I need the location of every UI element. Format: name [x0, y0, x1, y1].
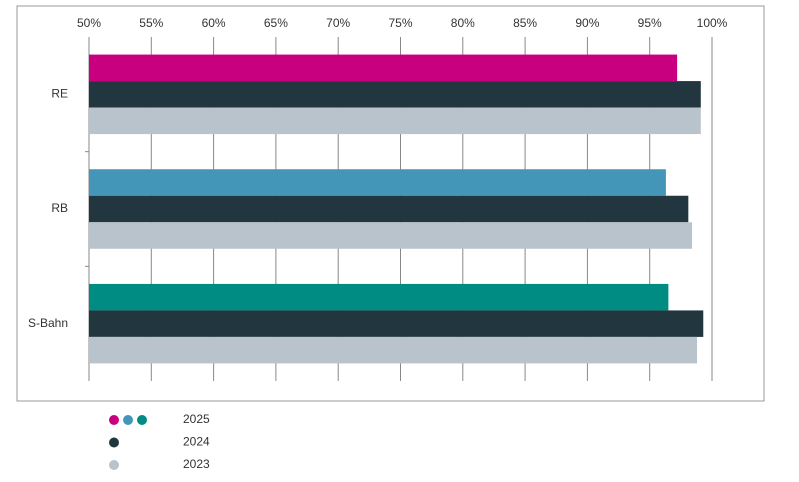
x-tick-label: 95%: [638, 16, 662, 30]
bar: [89, 169, 666, 196]
x-tick-label: 100%: [697, 16, 728, 30]
bar: [89, 81, 701, 108]
bar: [89, 336, 698, 364]
y-tick-label: S-Bahn: [28, 316, 68, 330]
legend-label: 2025: [183, 412, 210, 426]
bar: [89, 283, 669, 311]
legend-label: 2024: [183, 435, 210, 449]
x-tick-label: 75%: [388, 16, 412, 30]
x-tick-label: 55%: [139, 16, 163, 30]
bar: [89, 222, 693, 249]
legend-marker: [109, 460, 119, 470]
x-tick-label: 65%: [264, 16, 288, 30]
bar: [89, 107, 701, 135]
x-tick-label: 70%: [326, 16, 350, 30]
x-tick-label: 60%: [202, 16, 226, 30]
x-tick-label: 80%: [451, 16, 475, 30]
x-tick-label: 90%: [575, 16, 599, 30]
chart-frame: [16, 5, 765, 402]
legend-marker: [123, 415, 133, 425]
legend-label: 2023: [183, 457, 210, 471]
x-tick-label: 50%: [77, 16, 101, 30]
y-tick-label: RB: [51, 201, 68, 215]
x-tick-label: 85%: [513, 16, 537, 30]
legend-marker: [109, 437, 119, 448]
bar: [89, 54, 678, 82]
bar: [89, 310, 704, 337]
legend-marker: [109, 415, 119, 425]
y-tick-label: RE: [51, 87, 68, 101]
bar: [89, 195, 689, 223]
legend-marker: [137, 415, 147, 425]
